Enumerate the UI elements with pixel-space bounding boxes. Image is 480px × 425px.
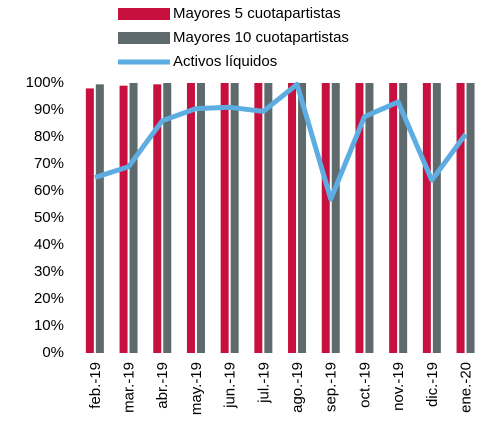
bar [119, 85, 128, 353]
y-tick-label: 80% [34, 128, 64, 145]
bar [399, 83, 408, 353]
bar [466, 83, 475, 353]
y-tick-label: 70% [34, 155, 64, 172]
y-tick-label: 50% [34, 209, 64, 226]
bar [331, 83, 340, 353]
y-tick-label: 0% [42, 344, 64, 361]
legend-swatch [118, 32, 170, 44]
y-tick-label: 90% [34, 101, 64, 118]
bar [95, 84, 104, 353]
y-tick-label: 20% [34, 290, 64, 307]
bar [422, 83, 431, 353]
bar [163, 83, 172, 353]
bar [85, 88, 94, 354]
x-tick-label: may.-19 [188, 362, 205, 415]
y-tick-label: 40% [34, 236, 64, 253]
bar [288, 83, 297, 353]
x-tick-label: nov.-19 [390, 362, 407, 411]
y-tick-label: 10% [34, 317, 64, 334]
legend-label: Activos líquidos [173, 53, 277, 70]
line [94, 81, 468, 202]
bar [129, 83, 138, 353]
x-tick-label: ene.-20 [458, 362, 475, 413]
bar [456, 83, 465, 353]
bar [153, 84, 162, 353]
y-tick-label: 60% [34, 182, 64, 199]
x-tick-label: ago.-19 [289, 362, 306, 413]
x-tick-label: feb.-19 [87, 362, 104, 409]
bar [321, 83, 330, 353]
bar [355, 83, 364, 353]
y-tick-label: 30% [34, 263, 64, 280]
x-tick-label: oct.-19 [356, 362, 373, 408]
x-tick-label: mar.-19 [121, 362, 138, 413]
bar [254, 83, 263, 353]
bar [298, 83, 307, 353]
legend-label: Mayores 5 cuotapartistas [173, 5, 341, 22]
x-tick-label: abr.-19 [154, 362, 171, 409]
bar [365, 83, 374, 353]
x-tick-label: sep.-19 [323, 362, 340, 412]
x-tick-label: dic.-19 [424, 362, 441, 407]
x-tick-label: jul.-19 [255, 362, 272, 404]
bar [432, 83, 441, 353]
bar [196, 83, 205, 353]
legend-label: Mayores 10 cuotapartistas [173, 29, 349, 46]
bar [264, 83, 273, 353]
bar [230, 83, 239, 353]
bar [186, 83, 195, 353]
y-tick-label: 100% [26, 74, 64, 91]
bar [220, 83, 229, 353]
legend-swatch [118, 8, 170, 20]
x-tick-label: jun.-19 [222, 362, 239, 409]
bar [389, 83, 398, 353]
